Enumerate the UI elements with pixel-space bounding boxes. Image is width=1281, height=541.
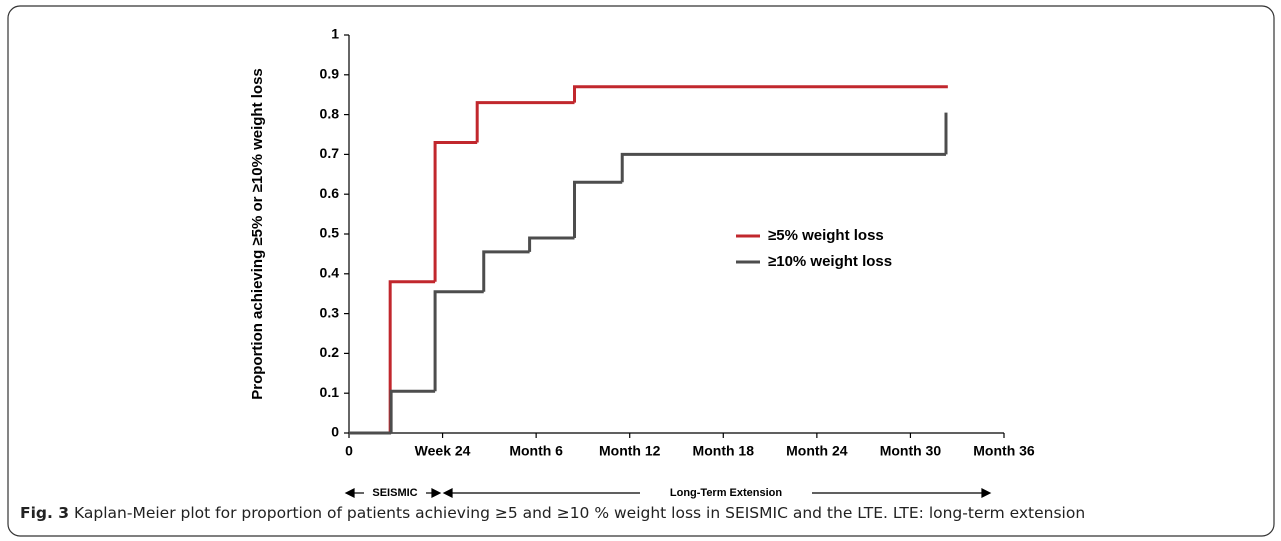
y-tick-label: 0.8	[320, 105, 340, 121]
annotation: Long-Term Extension	[670, 487, 783, 499]
legend-label: ≥5% weight loss	[768, 227, 884, 244]
x-tick-label: Month 18	[693, 443, 755, 459]
caption-label: Fig. 3	[20, 504, 70, 522]
km-step	[528, 236, 575, 252]
km-step	[482, 250, 530, 292]
km-step	[573, 180, 623, 238]
x-tick-label: Month 36	[973, 443, 1035, 459]
km-step	[620, 152, 946, 183]
km-step	[389, 389, 436, 433]
km-step	[475, 101, 575, 143]
x-tick-label: Week 24	[415, 443, 471, 459]
y-tick-label: 0.9	[320, 66, 340, 82]
legend-label: ≥10% weight loss	[768, 253, 892, 270]
km-step	[573, 85, 948, 103]
km-step	[433, 290, 484, 392]
x-tick-label: 0	[345, 443, 353, 459]
y-tick-label: 0.7	[320, 145, 340, 161]
figure-frame	[7, 5, 1275, 537]
y-tick-label: 0.4	[320, 265, 340, 281]
caption: Fig. 3 Kaplan-Meier plot for proportion …	[20, 504, 1270, 522]
x-tick-label: Month 24	[786, 443, 848, 459]
km-step	[388, 280, 436, 433]
y-tick-label: 0	[331, 424, 339, 440]
x-tick-label: Month 6	[509, 443, 563, 459]
y-axis-label: Proportion achieving ≥5% or ≥10% weight …	[249, 68, 266, 400]
caption-text: Kaplan-Meier plot for proportion of pati…	[74, 504, 1086, 522]
y-tick-label: 0.3	[320, 304, 340, 320]
annotation: SEISMIC	[372, 487, 417, 499]
y-tick-label: 0.1	[320, 384, 340, 400]
x-tick-label: Month 30	[880, 443, 942, 459]
y-tick-label: 1	[331, 26, 339, 42]
y-tick-label: 0.2	[320, 344, 340, 360]
annotation-arrows	[344, 488, 992, 498]
km-step	[433, 140, 478, 282]
y-tick-label: 0.6	[320, 185, 340, 201]
x-tick-label: Month 12	[599, 443, 661, 459]
y-tick-label: 0.5	[320, 225, 340, 241]
